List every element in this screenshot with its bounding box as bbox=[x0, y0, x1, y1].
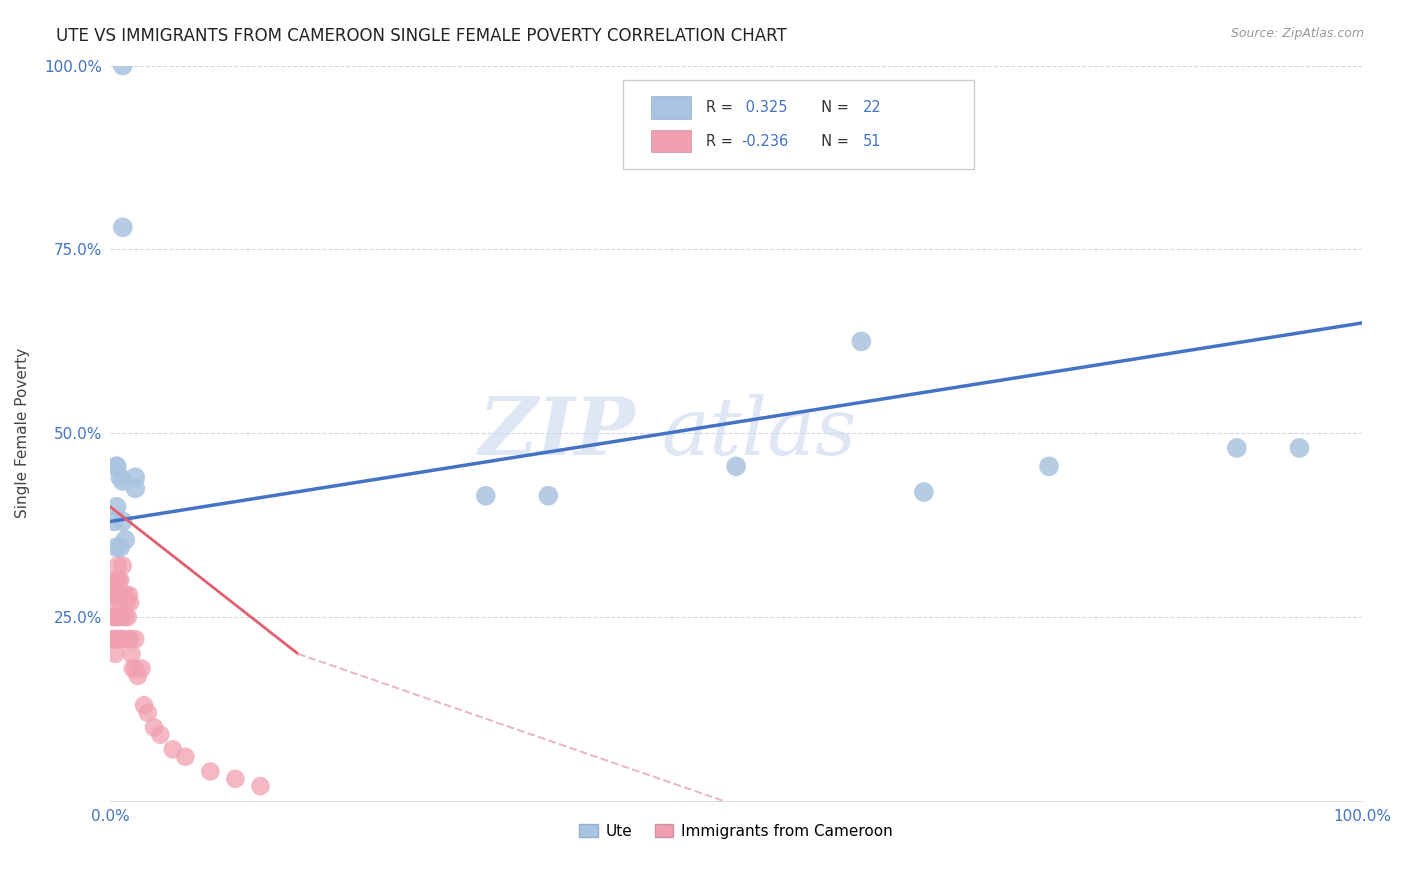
Text: N =: N = bbox=[813, 134, 853, 149]
Point bbox=[110, 540, 132, 554]
Point bbox=[105, 632, 128, 647]
Point bbox=[121, 661, 143, 675]
Point bbox=[107, 588, 129, 602]
Point bbox=[127, 669, 149, 683]
Point bbox=[143, 720, 166, 734]
Point bbox=[1226, 441, 1249, 455]
Point bbox=[537, 489, 560, 503]
Point bbox=[110, 574, 132, 588]
Point bbox=[912, 485, 935, 500]
Point bbox=[108, 632, 131, 647]
Point bbox=[105, 500, 128, 514]
Point bbox=[110, 588, 132, 602]
Text: N =: N = bbox=[813, 100, 853, 115]
Text: atlas: atlas bbox=[661, 394, 856, 472]
Point bbox=[124, 470, 146, 484]
Point bbox=[111, 474, 134, 488]
Point bbox=[851, 334, 873, 349]
Legend: Ute, Immigrants from Cameroon: Ute, Immigrants from Cameroon bbox=[574, 817, 898, 845]
Point bbox=[200, 764, 222, 779]
Point bbox=[114, 533, 136, 547]
Point bbox=[107, 632, 129, 647]
Point bbox=[110, 632, 132, 647]
Point bbox=[104, 647, 127, 661]
Point bbox=[107, 558, 129, 573]
Point bbox=[103, 515, 125, 529]
Point bbox=[105, 588, 128, 602]
Point bbox=[110, 595, 132, 609]
Point bbox=[104, 610, 127, 624]
FancyBboxPatch shape bbox=[651, 130, 690, 153]
Point bbox=[107, 610, 129, 624]
Point bbox=[111, 588, 134, 602]
Point bbox=[110, 610, 132, 624]
Point bbox=[131, 661, 153, 675]
Point bbox=[105, 459, 128, 474]
Point bbox=[1288, 441, 1310, 455]
Text: 0.325: 0.325 bbox=[741, 100, 787, 115]
Point bbox=[105, 574, 128, 588]
Point bbox=[162, 742, 184, 756]
Text: Source: ZipAtlas.com: Source: ZipAtlas.com bbox=[1230, 27, 1364, 40]
Point bbox=[105, 610, 128, 624]
Point bbox=[111, 632, 134, 647]
Point bbox=[115, 595, 138, 609]
Point bbox=[103, 632, 125, 647]
Text: 22: 22 bbox=[862, 100, 882, 115]
Point bbox=[103, 574, 125, 588]
Point bbox=[124, 661, 146, 675]
Point bbox=[108, 588, 131, 602]
Point bbox=[111, 558, 134, 573]
Point bbox=[114, 610, 136, 624]
Point bbox=[105, 459, 128, 474]
Point bbox=[111, 220, 134, 235]
Text: ZIP: ZIP bbox=[479, 394, 636, 472]
Y-axis label: Single Female Poverty: Single Female Poverty bbox=[15, 348, 30, 518]
Point bbox=[1038, 459, 1060, 474]
Point bbox=[149, 728, 172, 742]
Point bbox=[108, 574, 131, 588]
Point bbox=[104, 588, 127, 602]
Point bbox=[111, 59, 134, 73]
Point bbox=[101, 610, 124, 624]
Point bbox=[725, 459, 748, 474]
Point bbox=[124, 482, 146, 496]
FancyBboxPatch shape bbox=[651, 96, 690, 119]
Point bbox=[474, 489, 496, 503]
Text: 51: 51 bbox=[862, 134, 882, 149]
Point bbox=[224, 772, 246, 786]
Point bbox=[132, 698, 155, 713]
Point bbox=[120, 632, 142, 647]
Point bbox=[101, 588, 124, 602]
Text: UTE VS IMMIGRANTS FROM CAMEROON SINGLE FEMALE POVERTY CORRELATION CHART: UTE VS IMMIGRANTS FROM CAMEROON SINGLE F… bbox=[56, 27, 787, 45]
Point bbox=[118, 588, 141, 602]
Text: -0.236: -0.236 bbox=[741, 134, 789, 149]
Point bbox=[174, 749, 197, 764]
Point bbox=[124, 632, 146, 647]
Point bbox=[120, 595, 142, 609]
Point bbox=[136, 706, 159, 720]
Point bbox=[103, 595, 125, 609]
Point bbox=[117, 610, 139, 624]
Point bbox=[114, 588, 136, 602]
FancyBboxPatch shape bbox=[623, 80, 974, 169]
Text: R =: R = bbox=[706, 100, 738, 115]
Point bbox=[101, 632, 124, 647]
Point bbox=[118, 632, 141, 647]
Point bbox=[110, 470, 132, 484]
Point bbox=[249, 779, 271, 793]
Point bbox=[111, 515, 134, 529]
Text: R =: R = bbox=[706, 134, 738, 149]
Point bbox=[105, 540, 128, 554]
Point bbox=[121, 647, 143, 661]
